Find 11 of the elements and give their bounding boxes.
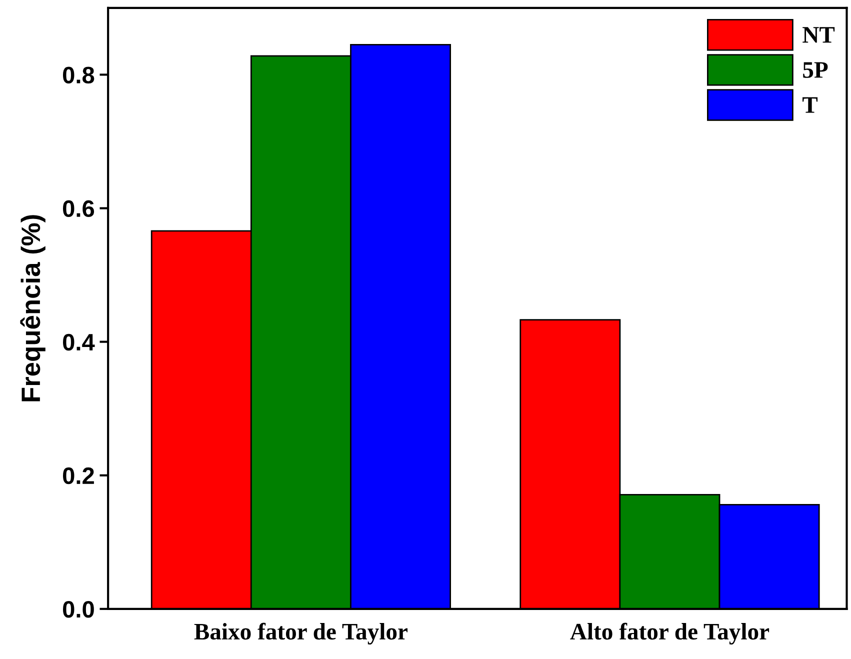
x-tick-label: Alto fator de Taylor xyxy=(570,622,770,645)
y-tick-label: 0.6 xyxy=(62,200,94,218)
y-tick-label: 0.2 xyxy=(62,467,94,484)
x-tick-label: Baixo fator de Taylor xyxy=(194,622,408,645)
legend-label: 5P xyxy=(803,62,828,78)
legend-label: NT xyxy=(802,27,835,43)
y-tick-label: 0.4 xyxy=(62,334,95,351)
y-tick-label: 0.8 xyxy=(62,66,94,84)
y-axis-title: Frequência (%) xyxy=(20,215,46,402)
y-tick-label: 0.0 xyxy=(62,600,94,618)
legend-label: T xyxy=(802,97,818,113)
